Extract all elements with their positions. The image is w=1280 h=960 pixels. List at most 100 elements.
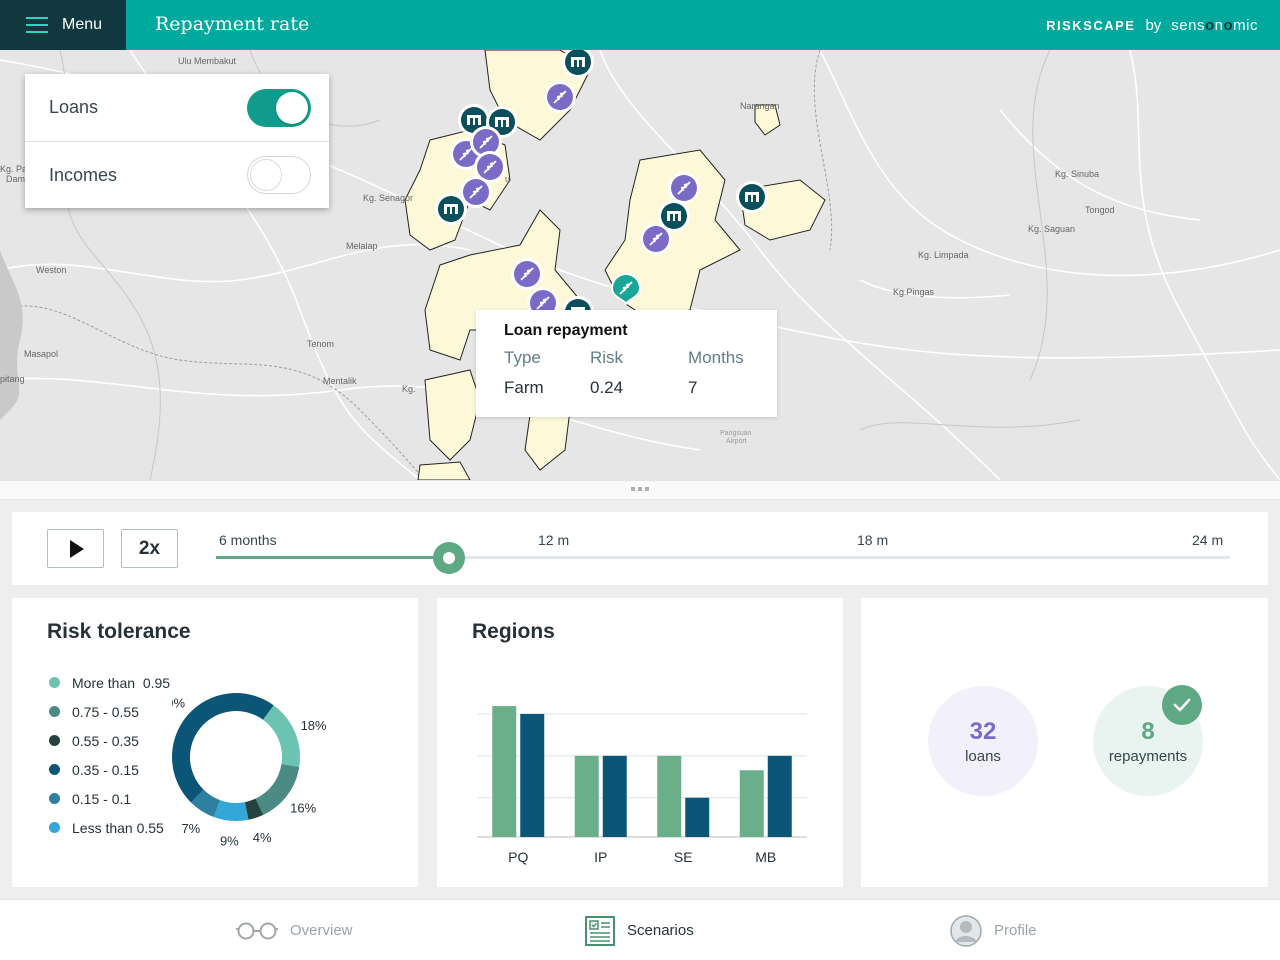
nav-scenarios[interactable]: Scenarios — [585, 900, 694, 960]
timeline-track[interactable] — [216, 556, 1230, 559]
nav-overview[interactable]: Overview — [236, 900, 353, 960]
check-icon — [1162, 685, 1202, 725]
nav-label: Profile — [994, 922, 1037, 939]
hamburger-icon — [26, 17, 48, 33]
legend-item: 0.55 - 0.35 — [49, 726, 170, 755]
timeline-panel: 2x 6 months 12 m 18 m 24 m — [12, 512, 1268, 585]
popup-value-type: Farm — [504, 378, 544, 397]
place-label: pitang — [0, 374, 25, 384]
place-label: Pangsuan — [720, 430, 752, 437]
repayments-count: 8 — [1141, 717, 1155, 745]
repayments-count-circle: 8 repayments — [1093, 686, 1203, 796]
legend-swatch — [49, 793, 60, 804]
menu-label: Menu — [62, 16, 103, 33]
brand-by: by — [1145, 17, 1162, 34]
popup-title: Loan repayment — [504, 322, 628, 339]
glasses-icon — [236, 921, 278, 941]
legend-item: 0.15 - 0.1 — [49, 784, 170, 813]
place-label: Kg. Sinuba — [1055, 169, 1100, 179]
play-button[interactable] — [47, 529, 104, 568]
regions-bar-chart: PQ IP SE MB — [477, 706, 807, 865]
speed-button[interactable]: 2x — [121, 529, 178, 568]
place-label: Kg. Senagor — [363, 193, 414, 203]
place-label: Kg.Pingas — [893, 287, 935, 297]
timeline-tick: 24 m — [1192, 532, 1224, 548]
timeline-progress — [216, 556, 450, 559]
bar — [574, 755, 599, 837]
map-canvas[interactable] — [0, 50, 1280, 480]
bar-category-label: MB — [755, 849, 776, 865]
risk-tolerance-card: Risk tolerance More than 0.95 0.75 - 0.5… — [12, 598, 418, 887]
selected-marker-icon — [611, 273, 641, 305]
legend-swatch — [49, 706, 60, 717]
nav-profile[interactable]: Profile — [950, 900, 1037, 960]
bar — [739, 770, 764, 837]
regions-card: Regions PQ IP SE MB — [437, 598, 843, 887]
donut-label: 7% — [181, 821, 200, 836]
bottom-nav: Overview Scenarios Profile — [0, 899, 1280, 960]
layer-row-incomes: Incomes — [25, 141, 329, 208]
card-title: Risk tolerance — [47, 620, 191, 643]
timeline-slider-thumb[interactable] — [433, 542, 466, 574]
donut-label: 18% — [301, 718, 327, 733]
bar-category-label: PQ — [508, 849, 528, 865]
donut-slice — [172, 693, 274, 803]
legend-swatch — [49, 735, 60, 746]
donut-label: 16% — [290, 800, 316, 815]
stats-card: 32 loans 8 repayments — [861, 598, 1268, 887]
loans-label: loans — [965, 747, 1001, 765]
incomes-toggle[interactable] — [247, 156, 311, 194]
legend-label: 0.55 - 0.35 — [72, 732, 139, 749]
risk-legend: More than 0.95 0.75 - 0.55 0.55 - 0.35 0… — [49, 668, 170, 842]
bar-category-label: IP — [594, 849, 607, 865]
drag-handle-icon[interactable] — [631, 487, 649, 491]
bar — [602, 755, 627, 837]
donut-label: 9% — [220, 834, 239, 849]
brand-logo: RISKSCAPE by sensonomic — [1046, 17, 1258, 34]
nav-label: Scenarios — [627, 922, 694, 939]
legend-label: 0.35 - 0.15 — [72, 761, 139, 778]
place-label: Weston — [36, 265, 67, 275]
user-avatar-icon — [950, 914, 982, 947]
legend-label: Less than 0.55 — [72, 819, 164, 836]
place-label: Airport — [726, 438, 747, 445]
legend-item: 0.75 - 0.55 — [49, 697, 170, 726]
place-label: Melalap — [346, 241, 378, 251]
loans-toggle[interactable] — [247, 88, 311, 127]
bar-category-label: SE — [674, 849, 693, 865]
place-label: Dam — [6, 174, 26, 184]
card-title: Regions — [472, 620, 555, 643]
brand-name: RISKSCAPE — [1046, 18, 1136, 33]
legend-label: 0.75 - 0.55 — [72, 703, 139, 720]
place-label: u — [505, 174, 511, 184]
donut-slice — [190, 789, 221, 818]
popup-value-risk: 0.24 — [590, 378, 624, 397]
scenarios-board-icon — [585, 915, 615, 946]
place-label: Tongod — [1085, 205, 1115, 215]
place-label: Mentalik — [323, 376, 357, 386]
page-title: Repayment rate — [155, 13, 310, 35]
bar — [520, 713, 545, 837]
bar — [492, 706, 517, 837]
donut-label: 49% — [172, 696, 185, 711]
donut-slice — [244, 798, 264, 820]
bar — [767, 755, 792, 837]
legend-label: More than — [72, 674, 136, 691]
legend-value: 0.95 — [142, 674, 171, 691]
nav-label: Overview — [290, 922, 353, 939]
legend-swatch — [49, 822, 60, 833]
place-label: Kg. Pa — [0, 164, 28, 174]
legend-item: 0.35 - 0.15 — [49, 755, 170, 784]
bar — [657, 755, 682, 837]
donut-slice — [263, 705, 300, 767]
brand-company: sensonomic — [1171, 17, 1258, 34]
layer-label: Incomes — [49, 164, 118, 185]
legend-item: More than 0.95 — [49, 668, 170, 697]
toggle-knob — [250, 159, 282, 191]
timeline-tick: 6 months — [219, 532, 277, 548]
app-header: Menu Repayment rate RISKSCAPE by sensono… — [0, 0, 1280, 50]
place-label: Kg. Saguan — [1028, 224, 1076, 234]
timeline-tick: 18 m — [857, 532, 889, 548]
menu-button[interactable]: Menu — [0, 0, 126, 50]
loans-count: 32 — [969, 717, 997, 745]
